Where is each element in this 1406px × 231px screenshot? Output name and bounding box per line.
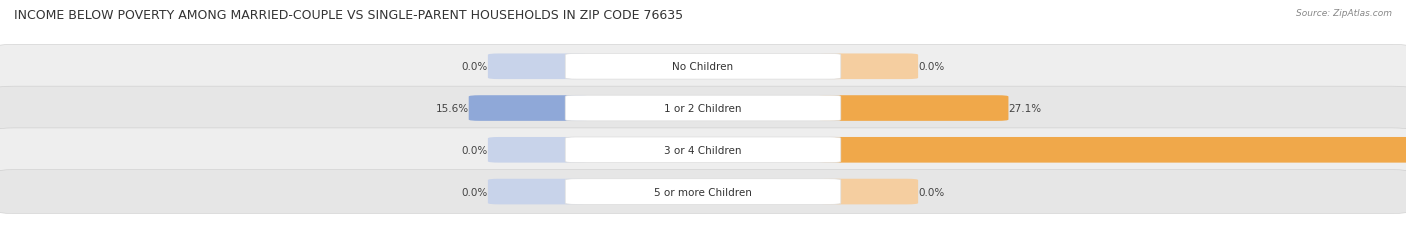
Text: 0.0%: 0.0% [461, 145, 488, 155]
FancyBboxPatch shape [818, 179, 918, 204]
Text: No Children: No Children [672, 62, 734, 72]
FancyBboxPatch shape [0, 87, 1406, 130]
FancyBboxPatch shape [0, 128, 1406, 172]
Text: 15.6%: 15.6% [436, 103, 468, 114]
FancyBboxPatch shape [818, 137, 1406, 163]
Text: 0.0%: 0.0% [461, 187, 488, 197]
FancyBboxPatch shape [565, 179, 841, 204]
FancyBboxPatch shape [565, 96, 841, 121]
FancyBboxPatch shape [488, 137, 588, 163]
Text: 0.0%: 0.0% [918, 187, 945, 197]
Text: 3 or 4 Children: 3 or 4 Children [664, 145, 742, 155]
Text: 0.0%: 0.0% [461, 62, 488, 72]
FancyBboxPatch shape [565, 137, 841, 163]
FancyBboxPatch shape [488, 54, 588, 80]
FancyBboxPatch shape [818, 54, 918, 80]
FancyBboxPatch shape [565, 54, 841, 80]
FancyBboxPatch shape [0, 45, 1406, 89]
Text: Source: ZipAtlas.com: Source: ZipAtlas.com [1296, 9, 1392, 18]
Text: 0.0%: 0.0% [918, 62, 945, 72]
Text: 1 or 2 Children: 1 or 2 Children [664, 103, 742, 114]
Text: 5 or more Children: 5 or more Children [654, 187, 752, 197]
FancyBboxPatch shape [818, 96, 1008, 121]
FancyBboxPatch shape [0, 170, 1406, 213]
FancyBboxPatch shape [488, 179, 588, 204]
FancyBboxPatch shape [468, 96, 588, 121]
Text: INCOME BELOW POVERTY AMONG MARRIED-COUPLE VS SINGLE-PARENT HOUSEHOLDS IN ZIP COD: INCOME BELOW POVERTY AMONG MARRIED-COUPL… [14, 9, 683, 22]
Text: 27.1%: 27.1% [1008, 103, 1042, 114]
